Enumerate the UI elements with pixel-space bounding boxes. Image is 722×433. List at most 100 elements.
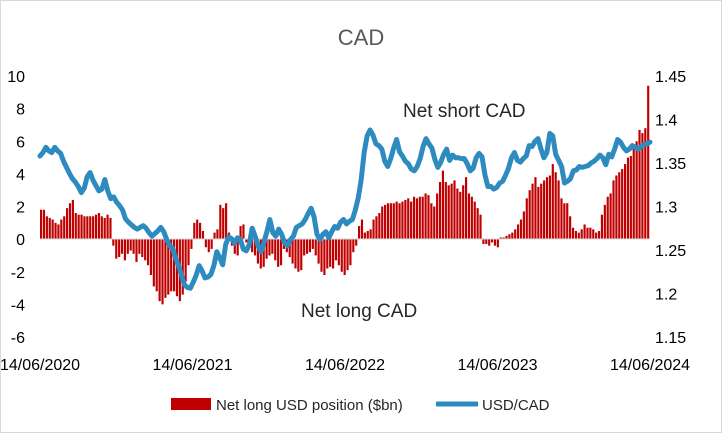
bar <box>141 239 144 258</box>
bar <box>355 239 358 246</box>
bar <box>577 232 580 240</box>
bar <box>80 214 83 240</box>
bar <box>623 164 627 240</box>
bar <box>323 239 326 276</box>
bar <box>574 230 577 240</box>
bar <box>74 213 77 240</box>
bar <box>352 239 355 253</box>
legend-line-label: USD/CAD <box>482 397 550 414</box>
bar <box>207 239 210 253</box>
bar <box>294 239 297 269</box>
x-tick-label: 14/06/2021 <box>152 357 232 374</box>
bar <box>378 213 381 240</box>
bar <box>329 239 332 267</box>
bar <box>71 199 74 240</box>
bar <box>456 188 459 240</box>
bar <box>534 177 537 240</box>
bar <box>430 203 433 240</box>
x-tick-label: 14/06/2023 <box>457 357 537 374</box>
right-axis: 1.15 1.2 1.25 1.3 1.35 1.4 1.45 <box>655 69 686 347</box>
bar <box>311 239 314 249</box>
right-tick-label: 1.2 <box>655 287 677 304</box>
bar <box>346 239 349 271</box>
bar <box>418 196 421 240</box>
bar <box>369 229 372 240</box>
bar <box>358 226 361 240</box>
bar <box>366 230 369 240</box>
bar <box>60 219 63 240</box>
bar <box>138 239 141 254</box>
bar <box>132 239 135 254</box>
bar <box>407 198 410 240</box>
bar <box>40 209 43 240</box>
bar <box>635 141 638 240</box>
bar <box>647 85 650 240</box>
bar <box>331 239 335 269</box>
bar <box>560 198 563 240</box>
bar <box>265 239 268 259</box>
bar <box>135 239 138 262</box>
bar <box>349 239 352 266</box>
bar <box>566 203 569 240</box>
bar <box>77 214 80 240</box>
bar <box>441 170 445 240</box>
bar <box>193 222 196 240</box>
annotation-net-short: Net short CAD <box>403 101 525 122</box>
bar <box>106 214 109 240</box>
bar <box>103 217 106 240</box>
bar <box>511 232 514 240</box>
bar <box>450 183 453 240</box>
bar <box>42 209 46 240</box>
left-tick-label: 0 <box>16 232 25 249</box>
bar <box>83 216 86 240</box>
bar <box>621 168 624 240</box>
bar <box>467 193 471 240</box>
bar <box>540 183 543 240</box>
bar <box>109 217 112 240</box>
bar <box>146 239 150 266</box>
bar <box>303 239 306 256</box>
bar <box>375 216 378 240</box>
bar <box>410 201 413 240</box>
x-tick-label: 14/06/2022 <box>305 357 385 374</box>
bar <box>438 182 442 240</box>
bar <box>493 239 497 246</box>
bar <box>372 219 375 240</box>
bar <box>505 235 508 240</box>
bar <box>236 239 239 256</box>
bar <box>632 147 635 240</box>
bar <box>129 239 132 251</box>
bar <box>415 198 418 240</box>
bar <box>204 239 207 248</box>
bar <box>571 227 575 240</box>
bar-series <box>40 85 650 305</box>
bar <box>525 198 528 240</box>
bar <box>288 239 291 258</box>
bar <box>170 239 173 292</box>
right-tick-label: 1.45 <box>655 69 686 86</box>
right-tick-label: 1.25 <box>655 243 686 260</box>
bar <box>144 239 147 261</box>
bar <box>479 214 482 240</box>
bar <box>424 193 427 240</box>
bar <box>337 239 340 266</box>
bar <box>499 237 502 240</box>
bar <box>123 239 127 261</box>
bar <box>245 239 248 243</box>
bar <box>262 239 265 267</box>
bar <box>253 239 257 256</box>
bar <box>314 239 317 256</box>
left-tick-label: -6 <box>11 330 25 347</box>
bar <box>606 196 609 240</box>
left-tick-label: -2 <box>11 265 25 282</box>
legend: Net long USD position ($bn) USD/CAD <box>171 397 550 414</box>
bar <box>187 239 190 266</box>
bar <box>57 224 60 240</box>
bar <box>317 239 320 264</box>
bar <box>586 227 589 240</box>
bar <box>184 239 187 282</box>
bar <box>216 229 219 240</box>
bar <box>384 204 387 240</box>
bar <box>213 232 216 240</box>
bar <box>363 232 366 240</box>
